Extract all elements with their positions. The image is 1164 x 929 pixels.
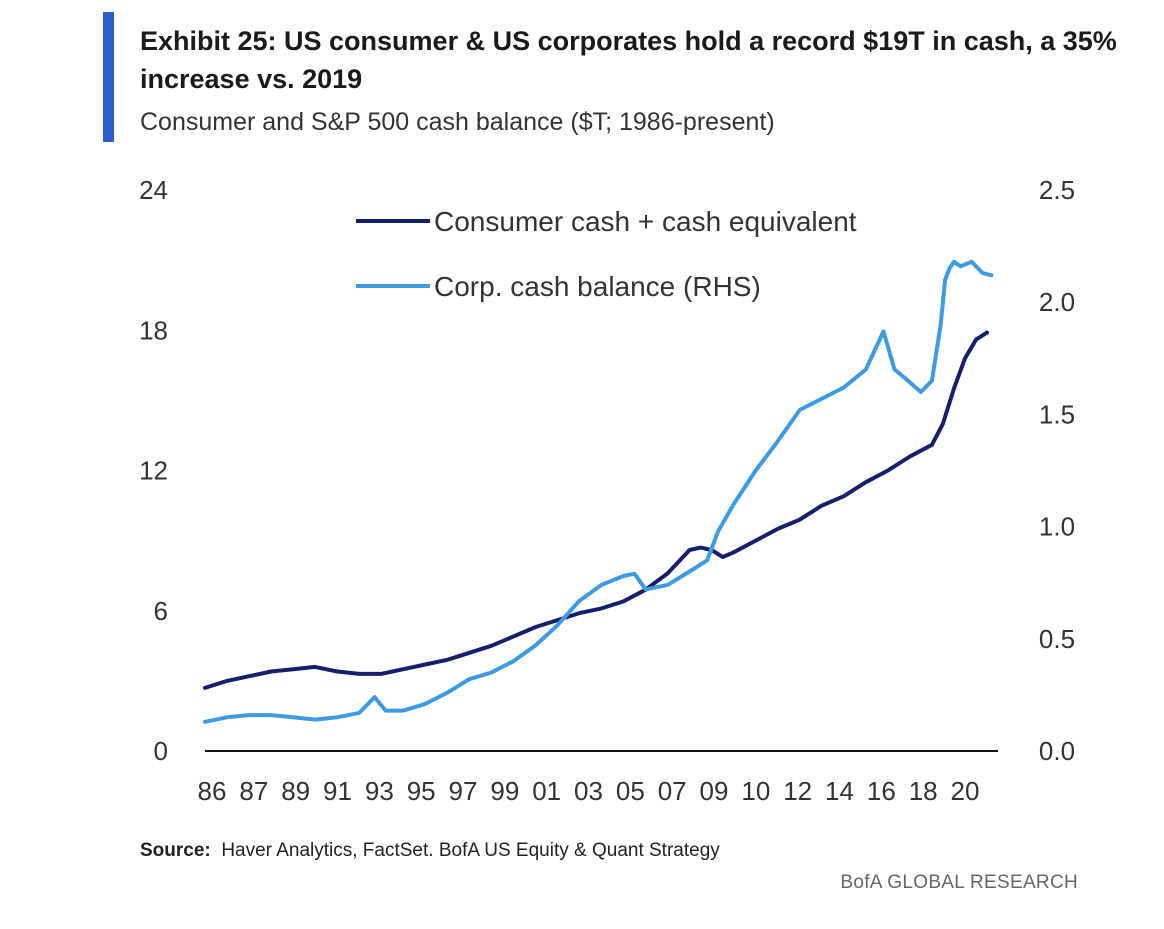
x-tick-label: 16 [867,776,896,806]
x-tick-label: 14 [825,776,854,806]
chart-title: Exhibit 25: US consumer & US corporates … [140,26,1117,94]
y-right-tick-label: 0.5 [1039,624,1075,654]
x-tick-label: 01 [532,776,561,806]
x-tick-label: 95 [407,776,436,806]
legend-label: Corp. cash balance (RHS) [434,271,761,302]
x-tick-label: 93 [365,776,394,806]
x-tick-label: 91 [323,776,352,806]
x-tick-label: 97 [449,776,478,806]
source-label: Source: [140,840,211,861]
x-tick-label: 20 [951,776,980,806]
x-tick-label: 99 [490,776,519,806]
y-right-tick-label: 0.0 [1039,736,1075,766]
y-right-tick-label: 2.0 [1039,287,1075,317]
x-tick-label: 03 [574,776,603,806]
y-right-tick-label: 1.5 [1039,399,1075,429]
chart-subtitle: Consumer and S&P 500 cash balance ($T; 1… [140,108,775,136]
x-tick-label: 89 [281,776,310,806]
y-left-tick-label: 6 [154,596,168,626]
source-note: Source: Haver Analytics, FactSet. BofA U… [140,840,720,862]
x-tick-label: 18 [909,776,938,806]
corp-cash-line [203,259,994,724]
y-left-tick-label: 24 [139,175,168,205]
accent-bar [103,12,114,142]
legend-label: Consumer cash + cash equivalent [434,206,857,237]
source-text: Haver Analytics, FactSet. BofA US Equity… [221,840,720,861]
brand-label: BofA GLOBAL RESEARCH [840,872,1078,893]
x-tick-label: 07 [658,776,687,806]
y-right-tick-label: 2.5 [1039,175,1075,205]
y-right-tick-label: 1.0 [1039,512,1075,542]
x-tick-label: 87 [239,776,268,806]
y-left-tick-label: 12 [139,456,168,486]
x-tick-label: 86 [198,776,227,806]
x-tick-label: 12 [783,776,812,806]
y-left-tick-label: 0 [154,736,168,766]
consumer-cash-line [203,330,989,690]
y-left-tick-label: 18 [139,315,168,345]
line-chart: 0 6 12 18 24 0.0 0.5 1.0 1.5 2.0 2.5 86 87 89 91 93 95 97… [139,175,1075,806]
x-tick-label: 10 [741,776,770,806]
x-tick-label: 09 [700,776,729,806]
x-tick-label: 05 [616,776,645,806]
